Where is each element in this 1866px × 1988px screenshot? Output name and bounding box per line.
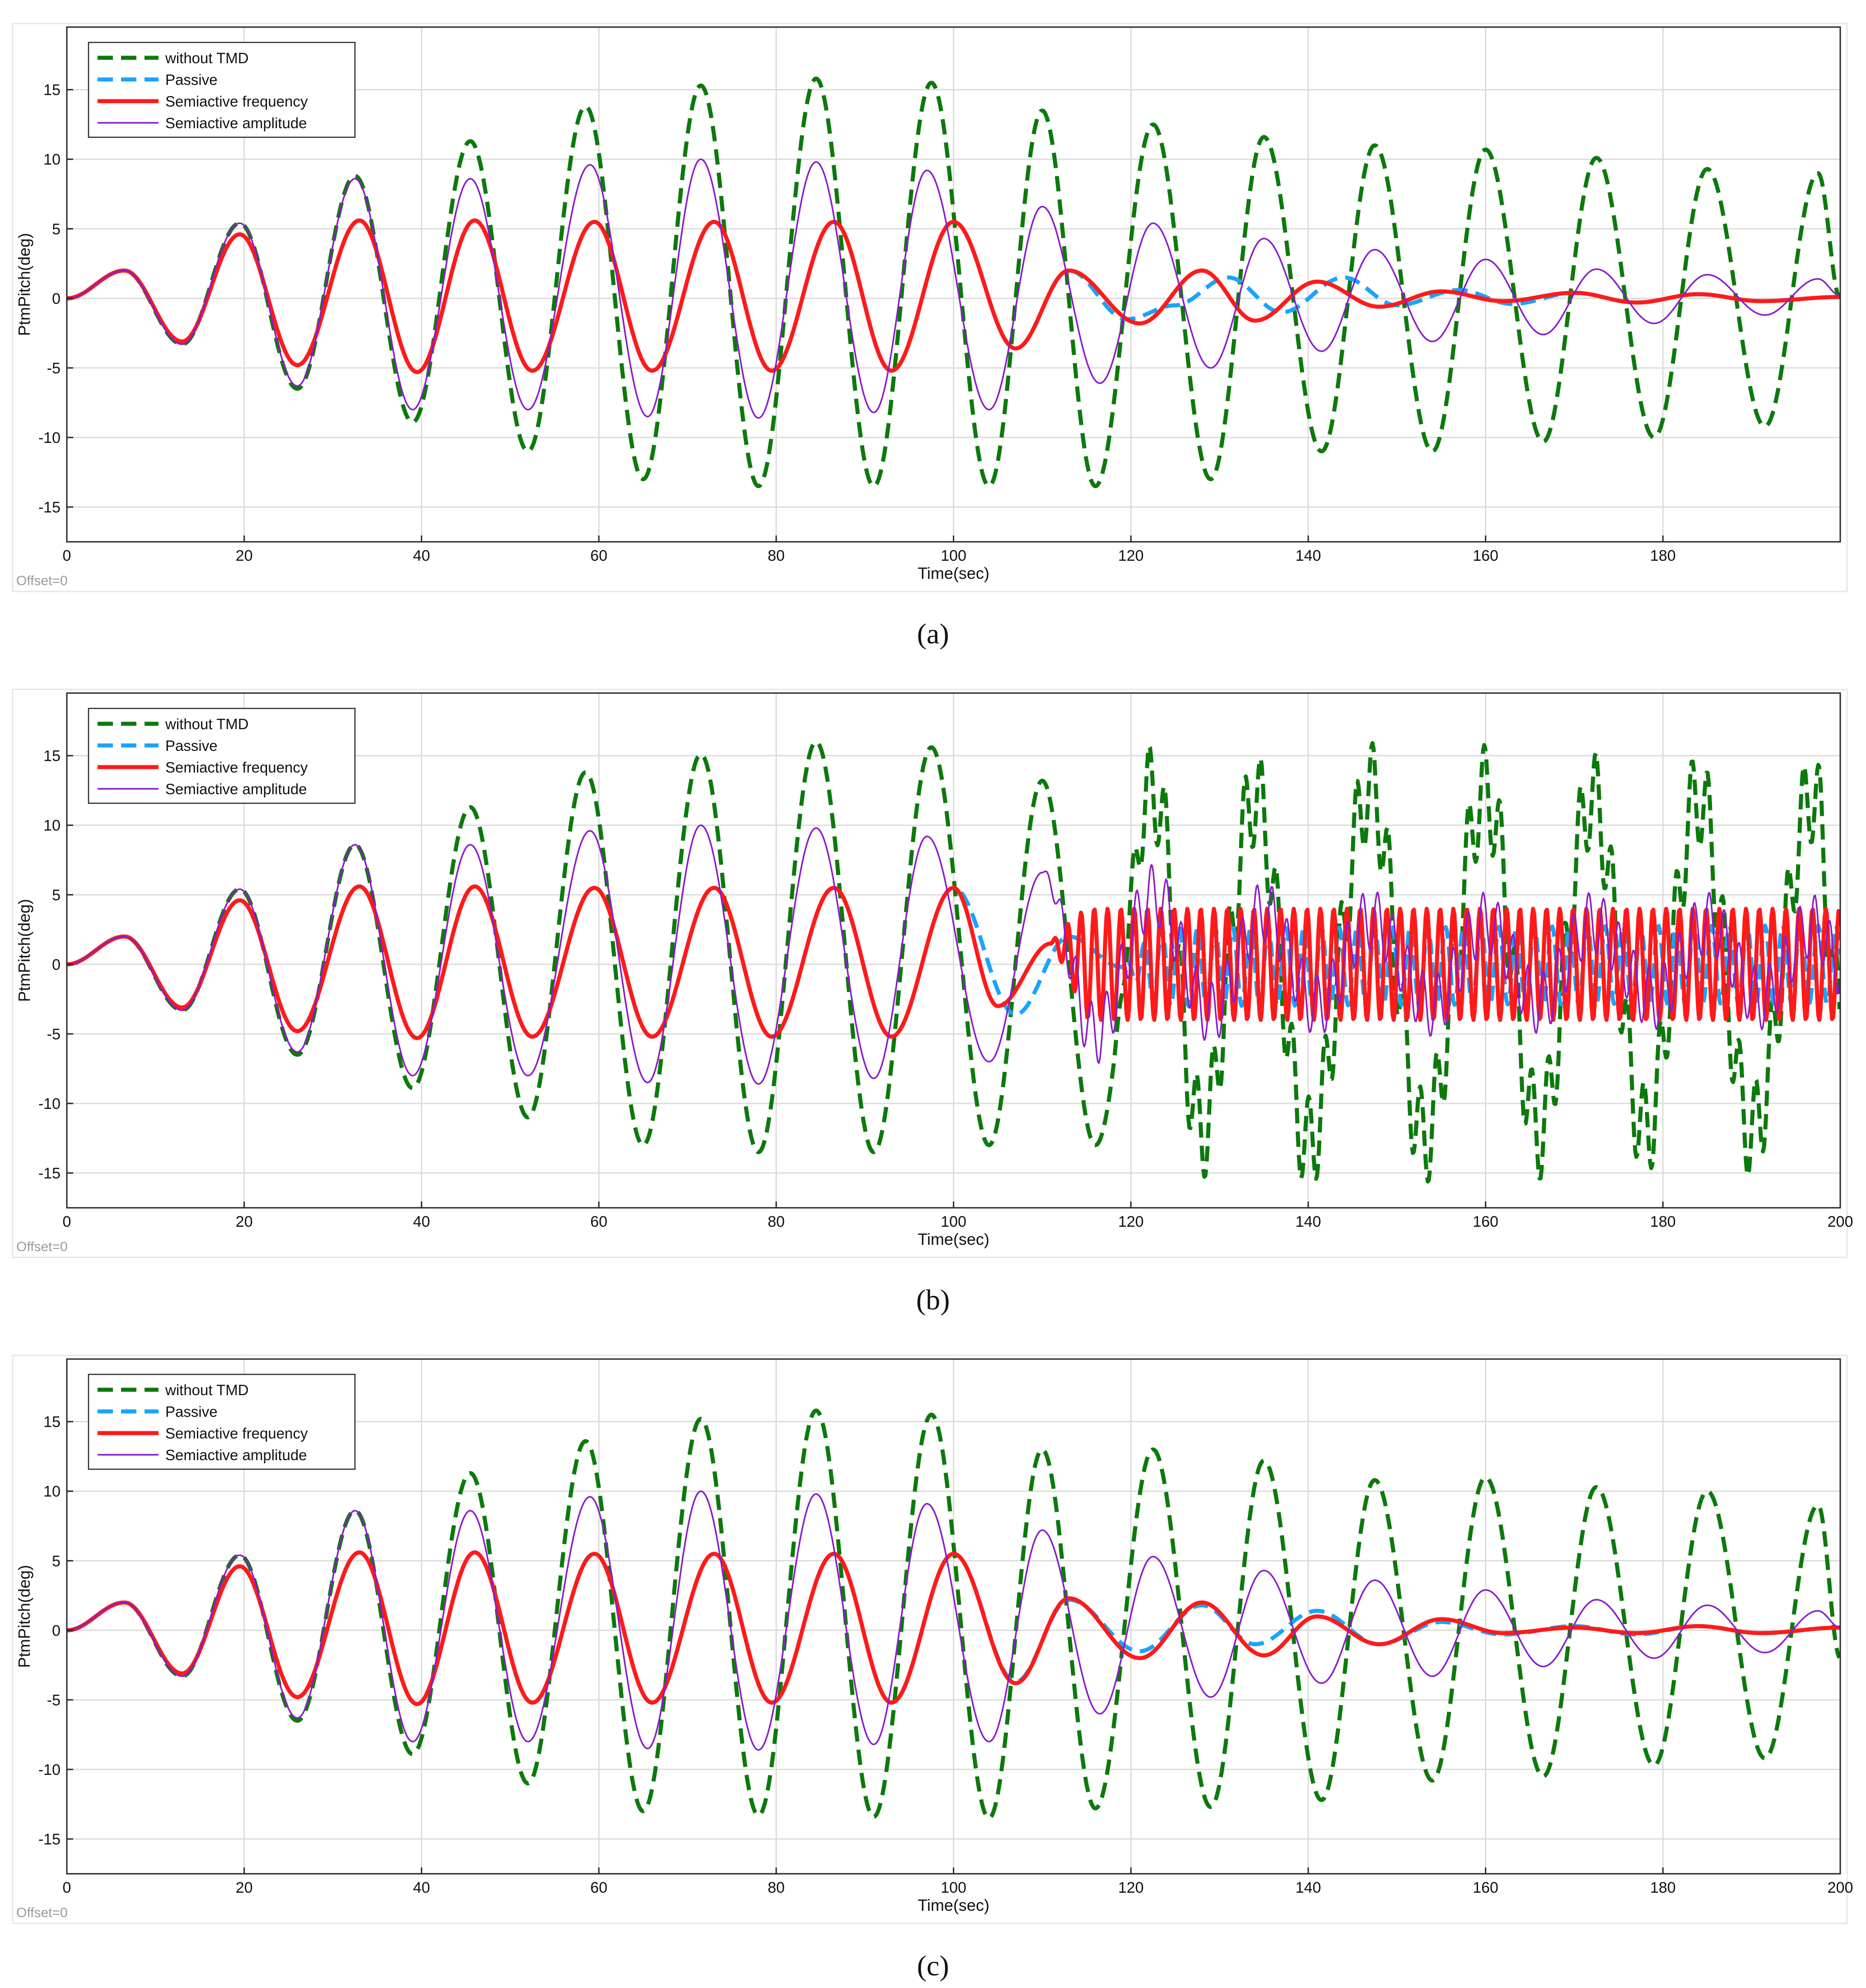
y-tick-label: 15 [43,748,61,765]
x-tick-label: 140 [1296,547,1321,564]
x-tick-label: 80 [768,547,785,564]
x-tick-label: 80 [768,1879,785,1896]
x-axis-label: Time(sec) [918,564,989,582]
series-semiactive-amplitude [67,1490,1840,1751]
series-semiactive-amplitude [67,158,1840,419]
y-tick-label: -15 [38,1831,61,1848]
legend-label-passive: Passive [165,71,218,88]
legend: without TMD Passive Semiactive frequency Se… [88,42,356,138]
x-axis-label: Time(sec) [918,1896,989,1914]
x-tick-label: 0 [63,547,71,564]
x-tick-label: 60 [590,1879,607,1896]
y-tick-label: 15 [43,82,61,99]
series-without-tmd [67,76,1840,489]
legend-label-without-tmd: without TMD [165,50,249,66]
y-tick-label: -5 [47,1692,61,1709]
legend-label-passive: Passive [165,737,218,754]
y-tick-label: -5 [47,360,61,377]
x-tick-label: 200 [1828,1213,1853,1230]
legend-label-without-tmd: without TMD [165,716,249,732]
series-group [67,76,1840,489]
legend-label-without-tmd: without TMD [165,1382,249,1398]
x-tick-label: 20 [236,1213,253,1230]
panel-c: 0 20 40 60 80 100 120 140 160 180 200 -15 -10 -5 0 5 10 1… [12,1355,1853,1924]
y-tick-label: 10 [43,1483,61,1500]
x-tick-label: 40 [413,1213,430,1230]
x-tick-label: 100 [941,547,966,564]
y-tick-label: -10 [38,1095,61,1113]
panel-frame [12,1355,1848,1924]
y-tick-label: -10 [38,429,61,447]
series-group [67,1408,1840,1820]
x-tick-label: 100 [941,1879,966,1896]
x-tick-label: 200 [1828,1879,1853,1896]
x-tick-label: 0 [63,1879,71,1896]
legend-label-semiactive-frequency: Semiactive frequency [165,1425,308,1442]
y-tick-label: -5 [47,1026,61,1043]
x-tick-label: 160 [1473,1879,1498,1896]
offset-note: Offset=0 [16,1239,68,1254]
x-tick-label: 60 [590,1213,607,1230]
y-axis-label: PtmPitch(deg) [15,233,33,336]
x-tick-label: 120 [1118,1879,1144,1896]
caption-c: (c) [917,1950,949,1982]
y-tick-label: 5 [52,221,61,238]
x-tick-label: 20 [236,547,253,564]
x-tick-label: 180 [1650,1213,1676,1230]
y-tick-label: 0 [52,1622,61,1639]
legend-label-semiactive-amplitude: Semiactive amplitude [165,1447,307,1463]
panel-frame [12,689,1848,1258]
x-tick-label: 160 [1473,1213,1498,1230]
x-tick-label: 140 [1296,1879,1321,1896]
y-tick-label: 0 [52,956,61,973]
x-tick-label: 180 [1650,1879,1676,1896]
y-tick-label: -15 [38,1165,61,1182]
x-tick-label: 40 [413,547,430,564]
series-semiactive-frequency [67,884,1840,1040]
caption-b: (b) [916,1284,950,1316]
series-semiactive-frequency [67,1550,1840,1706]
y-axis-label: PtmPitch(deg) [15,1565,33,1668]
offset-note: Offset=0 [16,573,68,588]
panel-frame [12,23,1848,592]
legend: without TMD Passive Semiactive frequency Se… [88,708,356,804]
series-semiactive-frequency [67,218,1840,374]
x-tick-label: 40 [413,1879,430,1896]
y-tick-label: -10 [38,1761,61,1778]
y-tick-label: 0 [52,290,61,307]
caption-a: (a) [917,618,949,650]
series-group [67,740,1840,1184]
x-tick-label: 120 [1118,547,1144,564]
x-tick-label: 100 [941,1213,966,1230]
series-semiactive-amplitude [67,824,1840,1085]
legend-label-semiactive-frequency: Semiactive frequency [165,759,308,776]
x-axis-label: Time(sec) [918,1230,989,1248]
legend-label-semiactive-amplitude: Semiactive amplitude [165,115,307,131]
panel-b: 0 20 40 60 80 100 120 140 160 180 200 -15 -10 -5 0 5 10 1… [12,689,1853,1258]
x-tick-label: 80 [768,1213,785,1230]
x-tick-label: 160 [1473,547,1498,564]
x-tick-label: 140 [1296,1213,1321,1230]
x-tick-label: 180 [1650,547,1676,564]
legend-label-semiactive-frequency: Semiactive frequency [165,93,308,110]
y-axis-label: PtmPitch(deg) [15,899,33,1002]
y-tick-label: 15 [43,1414,61,1431]
y-tick-label: 10 [43,151,61,168]
x-tick-label: 120 [1118,1213,1144,1230]
x-tick-label: 60 [590,547,607,564]
x-tick-label: 0 [63,1213,71,1230]
y-tick-label: -15 [38,499,61,516]
y-tick-label: 5 [52,887,61,904]
y-tick-label: 10 [43,817,61,834]
offset-note: Offset=0 [16,1905,68,1920]
panel-a: 0 20 40 60 80 100 120 140 160 180 -15 -10 -5 0 5 10 15 Ti… [12,23,1848,592]
legend-label-semiactive-amplitude: Semiactive amplitude [165,781,307,797]
legend: without TMD Passive Semiactive frequency Se… [88,1373,356,1470]
x-tick-label: 20 [236,1879,253,1896]
y-tick-label: 5 [52,1553,61,1570]
legend-label-passive: Passive [165,1403,218,1420]
